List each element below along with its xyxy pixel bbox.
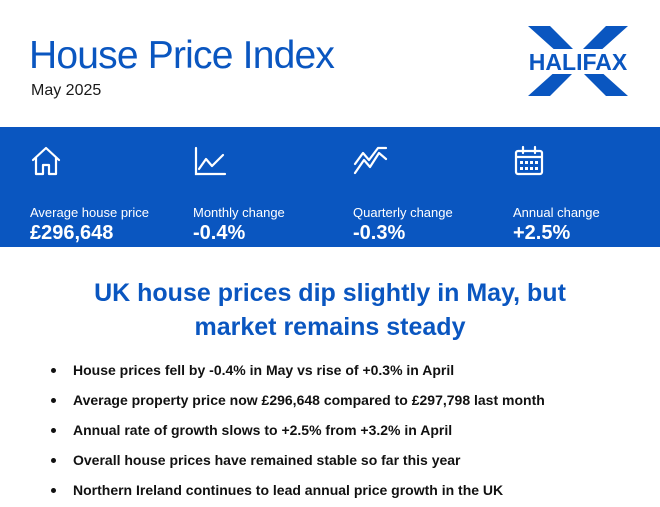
calendar-icon (514, 145, 544, 176)
list-item-text: Overall house prices have remained stabl… (73, 452, 461, 468)
house-icon (31, 146, 61, 176)
bullet-dot (51, 368, 56, 373)
stat-average-price: Average house price £296,648 (30, 145, 149, 244)
bullet-dot (51, 488, 56, 493)
halifax-logo: HALIFAX (520, 26, 636, 96)
stat-label: Quarterly change (353, 205, 453, 220)
stat-value: +2.5% (513, 222, 571, 244)
key-stats-band: Average house price £296,648 Monthly cha… (0, 127, 660, 247)
logo-text: HALIFAX (529, 49, 628, 75)
stat-value: -0.3% (353, 222, 406, 244)
stat-label: Annual change (513, 205, 600, 220)
stat-label: Monthly change (193, 205, 285, 220)
stat-label: Average house price (30, 205, 150, 220)
list-item-text: Northern Ireland continues to lead annua… (73, 482, 504, 498)
list-item-text: Average property price now £296,648 comp… (73, 392, 545, 408)
report-date: May 2025 (31, 82, 102, 99)
headline-line-2: market remains steady (194, 313, 466, 341)
list-item-text: House prices fell by -0.4% in May vs ris… (73, 362, 455, 378)
list-item-text: Annual rate of growth slows to +2.5% fro… (73, 422, 453, 438)
line-chart-icon (194, 146, 227, 176)
page-title: House Price Index (29, 34, 335, 77)
zigzag-chart-icon (353, 146, 388, 175)
stat-quarterly-change: Quarterly change -0.3% (353, 145, 453, 244)
stat-value: £296,648 (30, 222, 114, 244)
headline-line-1: UK house prices dip slightly in May, but (94, 279, 566, 307)
bullet-dot (51, 428, 56, 433)
stat-value: -0.4% (193, 222, 246, 244)
bullet-dot (51, 458, 56, 463)
stat-annual-change: Annual change +2.5% (513, 145, 600, 244)
bullet-dot (51, 398, 56, 403)
headline: UK house prices dip slightly in May, but… (0, 276, 660, 344)
stat-monthly-change: Monthly change -0.4% (193, 145, 285, 244)
